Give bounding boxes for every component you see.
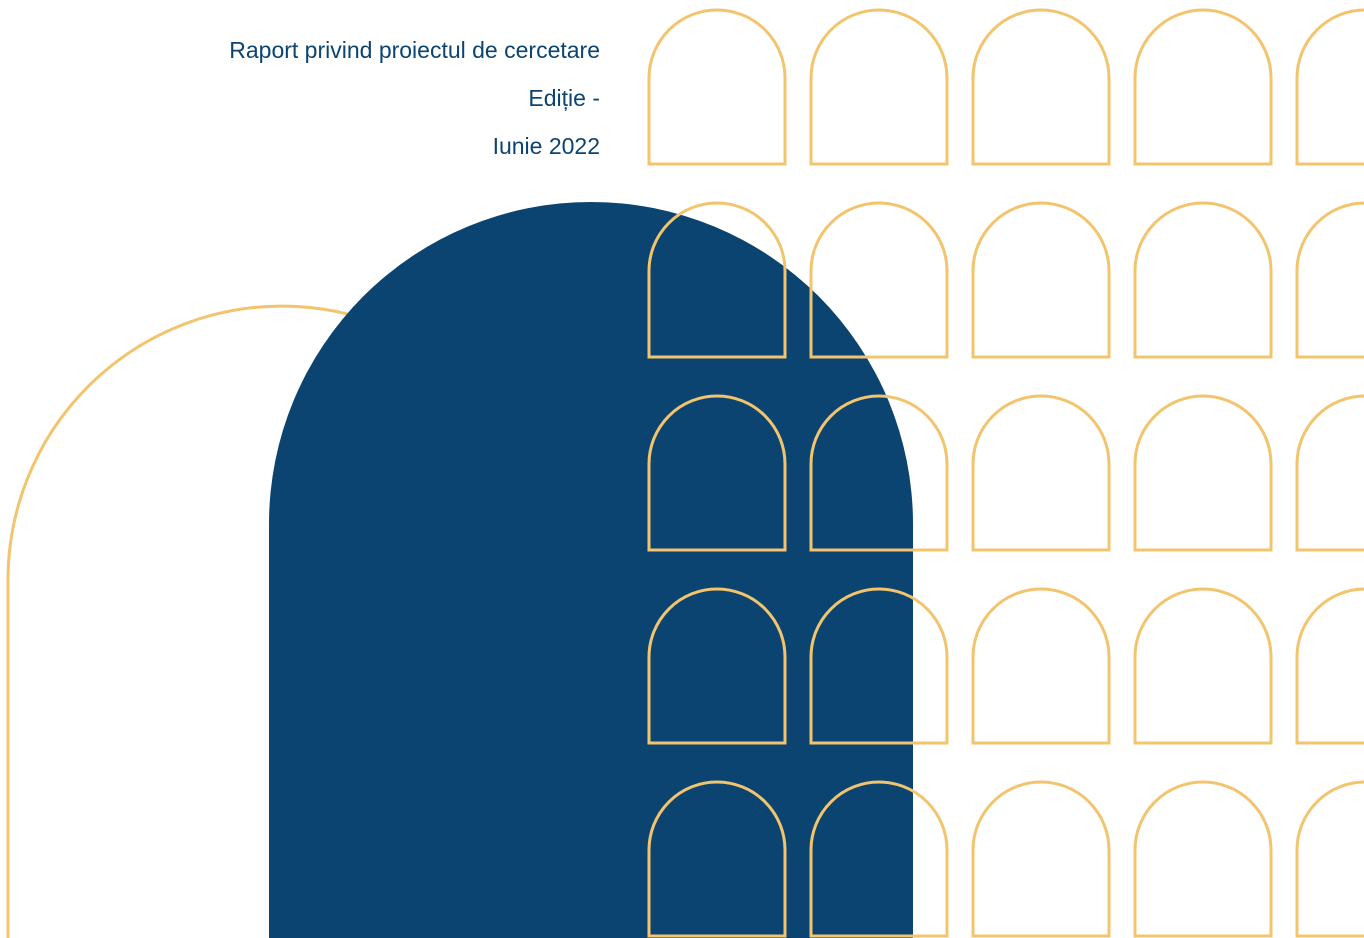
report-title: Raport privind proiectul de cercetare — [229, 37, 600, 63]
small-gold-arch — [1295, 8, 1364, 166]
small-gold-arch — [971, 394, 1111, 552]
report-date: Iunie 2022 — [492, 133, 600, 159]
small-gold-arch — [1133, 8, 1273, 166]
report-edition: Ediție - — [528, 85, 600, 111]
small-gold-arch — [647, 8, 787, 166]
small-gold-arch — [1295, 394, 1364, 552]
small-gold-arch — [1133, 780, 1273, 938]
gold-arch-grid — [647, 8, 1364, 938]
small-gold-arch — [809, 587, 949, 745]
small-gold-arch — [809, 394, 949, 552]
small-gold-arch — [1295, 587, 1364, 745]
small-gold-arch — [971, 201, 1111, 359]
small-gold-arch — [1133, 394, 1273, 552]
small-gold-arch — [647, 587, 787, 745]
small-gold-arch — [1295, 780, 1364, 938]
small-gold-arch — [809, 201, 949, 359]
small-gold-arch — [647, 201, 787, 359]
report-header: Raport privind proiectul de cercetare Ed… — [229, 34, 600, 162]
small-gold-arch — [647, 394, 787, 552]
small-gold-arch — [971, 587, 1111, 745]
small-gold-arch — [1295, 201, 1364, 359]
navy-arch-shape — [269, 202, 913, 938]
small-gold-arch — [1133, 587, 1273, 745]
small-gold-arch — [647, 780, 787, 938]
small-gold-arch — [1133, 201, 1273, 359]
small-gold-arch — [809, 8, 949, 166]
small-gold-arch — [971, 8, 1111, 166]
small-gold-arch — [809, 780, 949, 938]
small-gold-arch — [971, 780, 1111, 938]
